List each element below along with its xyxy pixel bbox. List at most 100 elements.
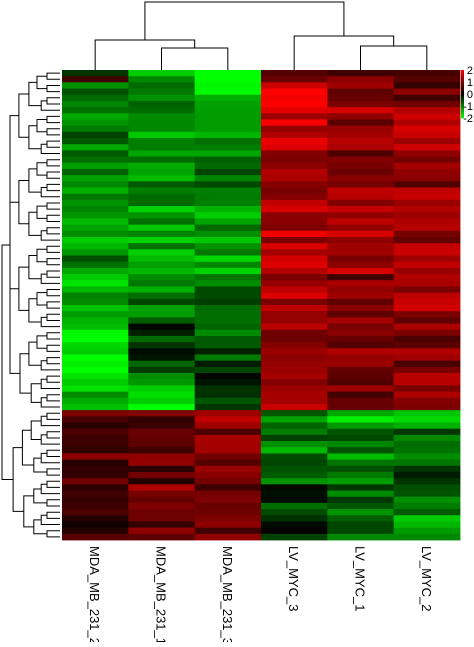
heatmap-cell bbox=[327, 428, 395, 436]
heatmap-cell bbox=[393, 366, 461, 374]
heatmap-cell bbox=[128, 354, 196, 362]
heatmap-cell bbox=[194, 403, 262, 411]
heatmap-cell bbox=[327, 533, 395, 541]
row-dendrogram-link bbox=[40, 360, 60, 371]
heatmap-cell bbox=[128, 230, 196, 238]
heatmap-cell bbox=[327, 410, 395, 417]
heatmap-cell bbox=[327, 125, 395, 133]
row-dendrogram-link bbox=[40, 415, 60, 427]
heatmap-cell bbox=[327, 484, 395, 491]
heatmap-cell bbox=[261, 305, 328, 312]
heatmap-cell bbox=[261, 107, 328, 114]
heatmap-cell bbox=[393, 410, 461, 417]
heatmap-cell bbox=[194, 459, 262, 467]
heatmap-cell bbox=[393, 138, 461, 145]
color-key-swatch bbox=[461, 86, 464, 89]
heatmap-cell bbox=[327, 323, 395, 331]
heatmap-cell bbox=[128, 527, 196, 535]
heatmap-cell bbox=[62, 113, 129, 120]
row-dendrogram-link bbox=[46, 171, 60, 179]
heatmap-cell bbox=[393, 447, 461, 454]
heatmap-cell bbox=[261, 311, 328, 318]
row-dendrogram-link bbox=[46, 375, 60, 383]
color-key-swatch bbox=[461, 110, 464, 113]
heatmap-cell bbox=[261, 410, 328, 417]
heatmap-cell bbox=[261, 447, 328, 454]
heatmap-cell bbox=[62, 335, 129, 343]
heatmap-cell bbox=[261, 465, 328, 473]
heatmap-cell bbox=[261, 82, 328, 89]
row-dendrogram-link bbox=[46, 85, 60, 93]
heatmap-cell bbox=[393, 521, 461, 529]
heatmap-cell bbox=[393, 100, 461, 108]
heatmap-cell bbox=[128, 156, 196, 164]
heatmap-cell bbox=[62, 441, 129, 448]
heatmap-cell bbox=[194, 119, 262, 127]
heatmap-cell bbox=[128, 373, 196, 380]
heatmap-cell bbox=[128, 447, 196, 454]
heatmap-cell bbox=[194, 70, 262, 77]
heatmap-cell bbox=[62, 150, 129, 157]
heatmap-cell bbox=[194, 199, 262, 207]
row-dendrogram-link bbox=[46, 183, 60, 192]
heatmap-cell bbox=[128, 335, 196, 343]
row-dendrogram-link bbox=[28, 81, 42, 107]
heatmap-cell bbox=[128, 311, 196, 318]
heatmap-cell bbox=[393, 354, 461, 362]
row-dendrogram-link bbox=[46, 394, 60, 402]
heatmap-cell bbox=[62, 298, 129, 306]
heatmap-cell bbox=[393, 342, 461, 349]
heatmap-cell bbox=[128, 441, 196, 448]
heatmap-cell bbox=[62, 342, 129, 349]
heatmap-cell bbox=[327, 107, 395, 114]
heatmap-cell bbox=[261, 385, 328, 392]
row-dendrogram-link bbox=[46, 332, 60, 340]
heatmap-cell bbox=[327, 175, 395, 182]
row-dendrogram-link bbox=[40, 273, 60, 284]
heatmap-cell bbox=[261, 236, 328, 244]
heatmap-cell bbox=[62, 292, 129, 300]
heatmap-cell bbox=[261, 360, 328, 368]
heatmap-cell bbox=[393, 453, 461, 460]
heatmap-cell bbox=[327, 354, 395, 362]
heatmap-cell bbox=[327, 243, 395, 250]
heatmap-cell bbox=[327, 422, 395, 430]
heatmap-cell bbox=[327, 193, 395, 201]
heatmap-cell bbox=[261, 422, 328, 430]
heatmap-cell bbox=[194, 298, 262, 306]
heatmap-cell bbox=[393, 76, 461, 83]
row-dendrogram-link bbox=[46, 214, 60, 222]
heatmap-cell bbox=[128, 484, 196, 491]
heatmap-cell bbox=[128, 119, 196, 127]
heatmap-cell bbox=[393, 465, 461, 473]
heatmap-cell bbox=[62, 478, 129, 485]
heatmap-cell bbox=[62, 533, 129, 541]
heatmap-cell bbox=[194, 206, 262, 213]
heatmap-cell bbox=[194, 416, 262, 423]
heatmap-cell bbox=[194, 465, 262, 473]
heatmap-cell bbox=[128, 193, 196, 201]
heatmap-cell bbox=[327, 397, 395, 405]
heatmap-cell bbox=[327, 471, 395, 479]
heatmap-cell bbox=[62, 471, 129, 479]
heatmap-cell bbox=[62, 379, 129, 386]
heatmap-cell bbox=[62, 212, 129, 219]
heatmap-cell bbox=[393, 298, 461, 306]
heatmap-cell bbox=[261, 280, 328, 287]
heatmap-cell bbox=[128, 236, 196, 244]
heatmap-cell bbox=[261, 373, 328, 380]
color-key-swatch bbox=[461, 84, 464, 87]
color-key-swatch bbox=[461, 88, 464, 91]
heatmap-cell bbox=[261, 509, 328, 516]
heatmap-cell bbox=[393, 131, 461, 139]
heatmap-cell bbox=[327, 478, 395, 485]
heatmap-cell bbox=[393, 274, 461, 281]
column-label: LV_MYC_2 bbox=[419, 546, 434, 612]
heatmap-cell bbox=[327, 360, 395, 368]
heatmap-cell bbox=[393, 379, 461, 386]
heatmap-cell bbox=[261, 342, 328, 349]
heatmap-cell bbox=[261, 335, 328, 343]
heatmap-cell bbox=[62, 490, 129, 498]
heatmap-cell bbox=[393, 162, 461, 170]
